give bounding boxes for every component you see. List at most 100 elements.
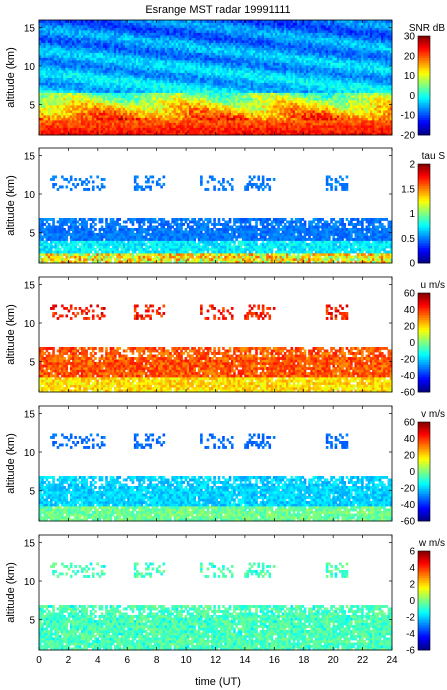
heatmap-cell <box>47 130 51 133</box>
heatmap-cell <box>136 32 139 36</box>
heatmap-cell <box>61 100 64 103</box>
heatmap-cell <box>118 102 122 106</box>
heatmap-cell <box>147 115 150 118</box>
heatmap-cell <box>173 32 177 36</box>
heatmap-cell <box>102 130 106 133</box>
heatmap-cell <box>94 35 97 38</box>
heatmap-cell <box>96 67 99 71</box>
heatmap-cell <box>129 87 133 91</box>
heatmap-cell <box>91 65 95 68</box>
heatmap-cell <box>120 115 124 118</box>
heatmap-cell <box>80 77 84 81</box>
heatmap-cell <box>85 30 88 33</box>
heatmap-cell <box>89 132 93 136</box>
heatmap-cell <box>47 70 51 73</box>
heatmap-cell <box>83 70 86 73</box>
heatmap-cell <box>125 60 128 63</box>
heatmap-cell <box>91 57 95 61</box>
heatmap-cell <box>177 120 181 123</box>
heatmap-cell <box>144 130 148 133</box>
heatmap-cell <box>151 70 155 73</box>
heatmap-cell <box>127 72 130 76</box>
heatmap-cell <box>91 47 95 51</box>
heatmap-cell <box>76 110 80 113</box>
heatmap-cell <box>125 30 128 33</box>
heatmap-cell <box>74 90 77 93</box>
heatmap-cell <box>109 60 113 63</box>
heatmap-cell <box>153 90 157 93</box>
heatmap-cell <box>144 52 148 56</box>
heatmap-cell <box>125 35 128 38</box>
heatmap-cell <box>122 50 126 53</box>
heatmap-cell <box>142 102 146 106</box>
heatmap-cell <box>50 27 53 31</box>
heatmap-cell <box>120 130 124 133</box>
heatmap-cell <box>144 60 148 63</box>
heatmap-cell <box>39 72 42 76</box>
heatmap-cell <box>127 75 130 78</box>
heatmap-cell <box>153 110 157 113</box>
heatmap-cell <box>144 30 148 33</box>
heatmap-cell <box>111 100 115 103</box>
heatmap-cell <box>155 65 159 68</box>
heatmap-cell <box>173 82 177 86</box>
heatmap-cell <box>147 130 150 133</box>
heatmap-cell <box>109 105 113 108</box>
heatmap-cell <box>118 22 122 26</box>
heatmap-cell <box>50 37 53 41</box>
heatmap-cell <box>102 105 106 108</box>
heatmap-cell <box>76 62 80 66</box>
heatmap-cell <box>41 20 44 23</box>
heatmap-cell <box>138 127 141 131</box>
heatmap-cell <box>111 80 115 83</box>
heatmap-cell <box>140 55 144 58</box>
heatmap-cell <box>67 95 71 98</box>
heatmap-cell <box>109 62 113 66</box>
heatmap-cell <box>52 82 55 86</box>
heatmap-cell <box>83 75 86 78</box>
heatmap-cell <box>131 57 135 61</box>
heatmap-cell <box>76 105 80 108</box>
heatmap-cell <box>166 112 170 116</box>
heatmap-cell <box>136 47 139 51</box>
heatmap-cell <box>151 125 155 128</box>
heatmap-cell <box>136 55 139 58</box>
heatmap-cell <box>149 105 152 108</box>
heatmap-cell <box>56 37 60 41</box>
heatmap-cell <box>80 112 84 116</box>
heatmap-cell <box>98 52 102 56</box>
heatmap-cell <box>41 122 44 126</box>
heatmap-cell <box>69 27 73 31</box>
heatmap-cell <box>129 27 133 31</box>
heatmap-cell <box>47 77 51 81</box>
heatmap-cell <box>133 132 137 136</box>
heatmap-cell <box>138 102 141 106</box>
heatmap-cell <box>89 22 93 26</box>
heatmap-cell <box>94 82 97 86</box>
heatmap-cell <box>138 115 141 118</box>
heatmap-cell <box>133 52 137 56</box>
heatmap-cell <box>182 20 186 23</box>
heatmap-cell <box>114 122 117 126</box>
heatmap-cell <box>96 50 99 53</box>
heatmap-cell <box>109 22 113 26</box>
heatmap-cell <box>87 75 91 78</box>
heatmap-cell <box>169 52 172 56</box>
heatmap-cell <box>85 77 88 81</box>
heatmap-cell <box>94 32 97 36</box>
heatmap-cell <box>140 62 144 66</box>
heatmap-cell <box>67 30 71 33</box>
heatmap-cell <box>136 120 139 123</box>
heatmap-cell <box>180 50 183 53</box>
heatmap-cell <box>58 67 62 71</box>
heatmap-cell <box>162 95 166 98</box>
heatmap-cell <box>133 110 137 113</box>
heatmap-cell <box>158 107 161 111</box>
heatmap-cell <box>125 102 128 106</box>
heatmap-cell <box>91 50 95 53</box>
heatmap-cell <box>69 70 73 73</box>
heatmap-cell <box>54 40 58 43</box>
heatmap-cell <box>162 122 166 126</box>
heatmap-cell <box>41 110 44 113</box>
heatmap-cell <box>98 65 102 68</box>
